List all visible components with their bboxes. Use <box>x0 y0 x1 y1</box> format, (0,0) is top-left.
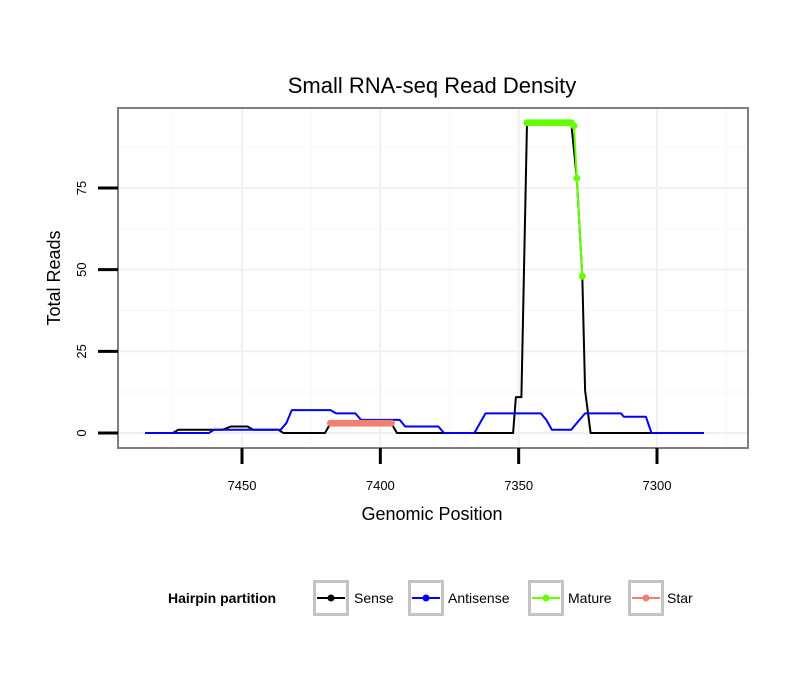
legend-key-mature <box>528 580 564 616</box>
plot-panel-background <box>118 108 748 448</box>
y-tick-label: 50 <box>74 262 89 276</box>
series-line-antisense <box>145 409 704 434</box>
data-point-mature <box>570 122 578 130</box>
plot-panel-border <box>117 107 749 449</box>
legend-label-antisense: Antisense <box>448 590 510 606</box>
y-axis-title: Total Reads <box>44 230 64 325</box>
x-axis-title: Genomic Position <box>361 504 502 524</box>
x-tick-label: 7400 <box>366 478 395 493</box>
legend-key-point <box>542 594 550 602</box>
data-point-mature <box>573 174 581 182</box>
legend-key-antisense <box>408 580 444 616</box>
data-marks <box>145 119 704 434</box>
y-tick-label: 75 <box>74 181 89 195</box>
x-tick-label: 7350 <box>504 478 533 493</box>
legend: Hairpin partition Sense Antisense Mature St… <box>168 580 693 616</box>
y-axis: 0 25 50 75 <box>74 181 118 437</box>
legend-label-star: Star <box>667 590 693 606</box>
series-antisense <box>145 409 704 434</box>
legend-label-mature: Mature <box>568 590 612 606</box>
legend-key-point <box>642 594 650 602</box>
x-axis: 7450 7400 7350 7300 <box>228 448 672 493</box>
y-tick-label: 25 <box>74 344 89 358</box>
legend-key-sense <box>313 580 349 616</box>
series-mature <box>523 119 586 280</box>
plot-panel <box>117 107 749 449</box>
data-point-mature <box>578 272 586 280</box>
legend-label-sense: Sense <box>354 590 394 606</box>
legend-title: Hairpin partition <box>168 590 276 606</box>
legend-key-point <box>422 594 430 602</box>
x-tick-label: 7450 <box>228 478 257 493</box>
chart-title: Small RNA-seq Read Density <box>288 73 577 98</box>
x-tick-label: 7300 <box>643 478 672 493</box>
y-tick-label: 0 <box>74 429 89 436</box>
legend-key-point <box>327 594 335 602</box>
series-star <box>327 419 395 427</box>
data-point-star <box>387 419 395 427</box>
legend-key-star <box>628 580 664 616</box>
